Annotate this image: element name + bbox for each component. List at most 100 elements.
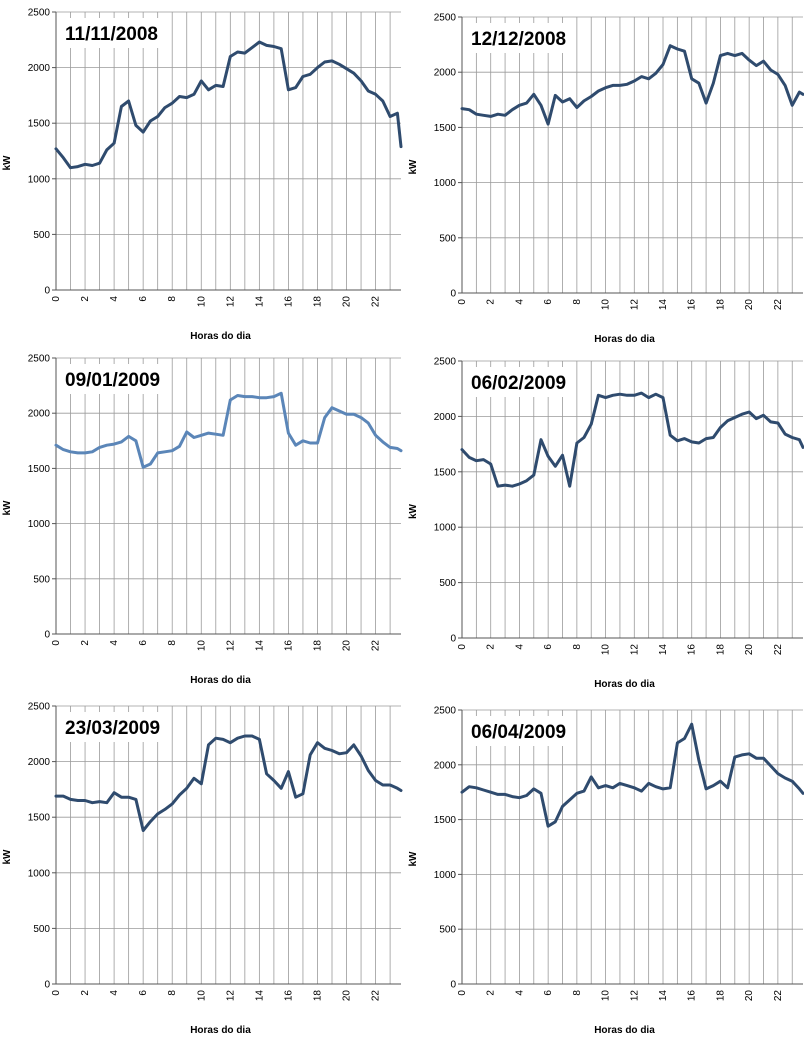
x-tick-label: 10 (196, 640, 207, 652)
chart-panel-3: 0 500 1000 1500 2000 2500 0 2 4 6 8 10 12 14 16 18 20 22 H… (0, 346, 403, 692)
chart-date-label: 23/03/2009 (65, 718, 160, 739)
x-tick-label: 4 (514, 299, 525, 305)
x-tick-label: 22 (773, 990, 784, 1002)
y-tick-label: 500 (33, 230, 50, 241)
x-tick-label: 14 (658, 990, 669, 1002)
chart-panel-5: 0 500 1000 1500 2000 2500 0 2 4 6 8 10 12 14 16 18 20 22 H… (0, 692, 403, 1038)
x-tick-label: 8 (572, 644, 583, 650)
y-tick-label: 1000 (28, 868, 51, 879)
y-tick-label: 2500 (28, 354, 51, 365)
x-tick-label: 20 (342, 990, 353, 1002)
x-tick-label: 10 (196, 296, 207, 308)
y-tick-label: 2000 (28, 409, 51, 420)
x-axis-title: Horas do dia (190, 675, 251, 686)
x-tick-label: 10 (601, 990, 612, 1002)
x-tick-label: 22 (371, 296, 382, 308)
x-tick-label: 0 (457, 299, 468, 305)
x-tick-label: 2 (80, 296, 91, 302)
y-tick-label: 1000 (28, 174, 51, 185)
x-tick-label: 20 (342, 296, 353, 308)
y-tick-label: 0 (450, 980, 456, 991)
x-tick-label: 6 (543, 990, 554, 996)
series-line (54, 391, 403, 469)
x-tick-label: 10 (196, 990, 207, 1002)
y-tick-label: 1500 (434, 123, 457, 134)
chart-date-label: 12/12/2008 (471, 29, 566, 50)
x-axis-title: Horas do dia (190, 1025, 251, 1036)
x-tick-label: 18 (312, 990, 323, 1002)
y-tick-label: 1000 (434, 523, 457, 534)
x-tick-label: 16 (283, 296, 294, 308)
x-tick-label: 2 (486, 644, 497, 650)
series-line (54, 734, 403, 832)
x-tick-label: 14 (658, 644, 669, 656)
y-tick-label: 1500 (434, 467, 457, 478)
y-tick-label: 1500 (28, 813, 51, 824)
y-tick-label: 1500 (28, 119, 51, 130)
x-axis-title: Horas do dia (594, 679, 655, 690)
chart-svg: 0 500 1000 1500 2000 2500 0 2 4 6 8 10 12 14 16 18 20 22 H… (2, 354, 403, 686)
x-tick-label: 8 (167, 990, 178, 996)
y-tick-label: 0 (44, 286, 50, 297)
x-tick-label: 16 (687, 299, 698, 311)
chart-svg: 0 500 1000 1500 2000 2500 0 2 4 6 8 10 12 14 16 18 20 22 H… (408, 13, 804, 345)
y-axis-title: kW (408, 503, 419, 519)
x-tick-label: 14 (254, 640, 265, 652)
y-tick-label: 0 (450, 289, 456, 300)
x-tick-label: 12 (629, 990, 640, 1002)
y-tick-label: 500 (33, 574, 50, 585)
chart-date-label: 06/04/2009 (471, 722, 566, 743)
x-tick-label: 12 (225, 640, 236, 652)
date-label-background (466, 716, 574, 746)
x-tick-label: 2 (80, 640, 91, 646)
y-tick-label: 2000 (28, 63, 51, 74)
date-label-background (466, 23, 574, 53)
x-tick-label: 6 (543, 644, 554, 650)
chart-panel-6: 0 500 1000 1500 2000 2500 0 2 4 6 8 10 12 14 16 18 20 22 H… (402, 692, 804, 1038)
x-tick-label: 20 (744, 299, 755, 311)
x-tick-label: 22 (371, 640, 382, 652)
x-tick-label: 0 (457, 990, 468, 996)
series-line (460, 391, 804, 488)
date-label-background (60, 712, 168, 742)
y-tick-label: 0 (44, 630, 50, 641)
y-tick-label: 1500 (434, 815, 457, 826)
x-axis-title: Horas do dia (190, 331, 251, 342)
chart-svg: 0 500 1000 1500 2000 2500 0 2 4 6 8 10 12 14 16 18 20 22 H… (2, 702, 403, 1036)
x-tick-label: 6 (138, 990, 149, 996)
x-tick-label: 12 (225, 296, 236, 308)
y-tick-label: 2000 (28, 757, 51, 768)
x-tick-label: 18 (715, 299, 726, 311)
x-tick-label: 16 (283, 640, 294, 652)
y-tick-label: 2500 (28, 702, 51, 713)
date-label-background (60, 364, 168, 394)
x-tick-label: 16 (687, 644, 698, 656)
x-tick-label: 4 (109, 296, 120, 302)
x-tick-label: 16 (283, 990, 294, 1002)
chart-svg: 0 500 1000 1500 2000 2500 0 2 4 6 8 10 12 14 16 18 20 22 H… (2, 8, 403, 342)
chart-panel-4: 0 500 1000 1500 2000 2500 0 2 4 6 8 10 12 14 16 18 20 22 H… (402, 346, 804, 692)
chart-panel-2: 0 500 1000 1500 2000 2500 0 2 4 6 8 10 12 14 16 18 20 22 H… (402, 0, 804, 346)
x-axis-title: Horas do dia (594, 1025, 655, 1036)
x-tick-label: 0 (51, 640, 62, 646)
x-tick-label: 8 (572, 990, 583, 996)
x-tick-label: 8 (572, 299, 583, 305)
x-tick-label: 14 (254, 296, 265, 308)
x-tick-label: 4 (514, 990, 525, 996)
chart-panel-1: 0 500 1000 1500 2000 2500 0 2 4 6 8 10 12 14 16 18 20 22 H… (0, 0, 403, 346)
x-tick-label: 22 (773, 299, 784, 311)
y-tick-label: 500 (439, 578, 456, 589)
x-tick-label: 2 (80, 990, 91, 996)
x-tick-label: 18 (312, 296, 323, 308)
x-tick-label: 12 (629, 644, 640, 656)
x-tick-label: 0 (51, 296, 62, 302)
y-tick-label: 1500 (28, 464, 51, 475)
y-tick-label: 2500 (434, 13, 457, 24)
y-tick-label: 500 (439, 925, 456, 936)
chart-date-label: 11/11/2008 (65, 24, 158, 45)
x-tick-label: 6 (138, 296, 149, 302)
x-tick-label: 12 (629, 299, 640, 311)
y-tick-label: 1000 (434, 178, 457, 189)
y-tick-label: 1000 (434, 870, 457, 881)
x-tick-label: 2 (486, 990, 497, 996)
